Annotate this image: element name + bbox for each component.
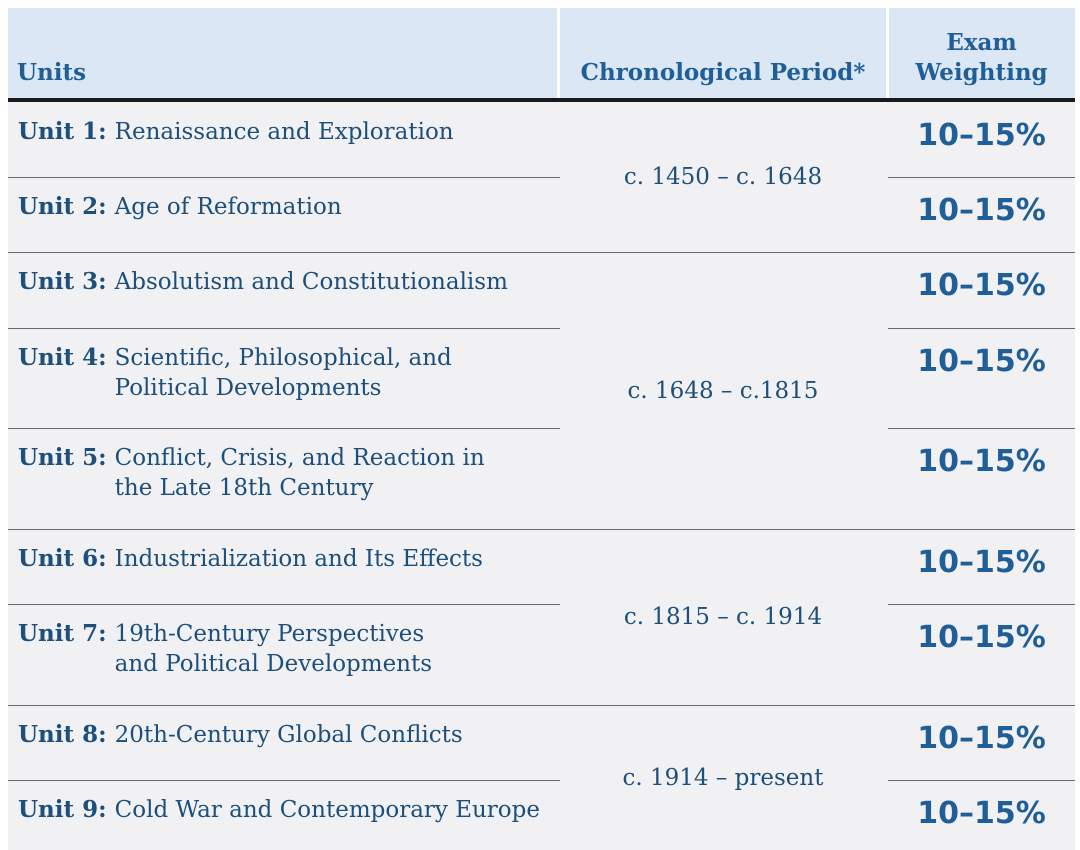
unit-cell: Unit 6: Industrialization and Its Effects [18, 529, 560, 604]
unit-label: Unit 5: [18, 444, 107, 471]
units-table: Units Chronological Period* Exam Weighti… [8, 8, 1075, 850]
exam-weighting-value: 10–15% [917, 545, 1046, 580]
row-divider [888, 428, 1075, 429]
unit-title: Cold War and Contemporary Europe [114, 797, 540, 823]
row-divider [8, 177, 560, 178]
unit-cell: Unit 5: Conflict, Crisis, and Reaction in… [18, 428, 560, 529]
table-row: Unit 5: Conflict, Crisis, and Reaction in… [8, 428, 560, 529]
table-header: Units Chronological Period* Exam Weighti… [8, 8, 1075, 98]
header-rule [8, 98, 1075, 102]
unit-label: Unit 4: [18, 344, 107, 371]
header-chronological-period: Chronological Period* [580, 59, 866, 86]
row-divider [8, 428, 560, 429]
unit-label: Unit 3: [18, 268, 107, 295]
table-row: Unit 2: Age of Reformation [8, 177, 560, 252]
exam-weighting-value: 10–15% [917, 193, 1046, 228]
table-row: Unit 7: 19th-Century Perspectives and Pol… [8, 604, 560, 705]
unit-label: Unit 1: [18, 118, 107, 145]
unit-cell: Unit 4: Scientific, Philosophical, and Po… [18, 328, 560, 428]
row-divider [8, 780, 560, 781]
unit-title: Absolutism and Constitutionalism [114, 269, 508, 295]
exam-weighting-value: 10–15% [917, 118, 1046, 153]
unit-cell: Unit 9: Cold War and Contemporary Europe [18, 780, 560, 850]
unit-label: Unit 6: [18, 545, 107, 572]
table-row: Unit 1: Renaissance and Exploration [8, 102, 560, 177]
exam-weighting-value: 10–15% [917, 721, 1046, 756]
table-row: Unit 3: Absolutism and Constitutionalism [8, 252, 560, 328]
table-row: Unit 4: Scientific, Philosophical, and Po… [8, 328, 560, 428]
row-divider [8, 529, 1075, 530]
exam-weighting-value: 10–15% [917, 620, 1046, 655]
chronological-period-cell: c. 1450 – c. 1648 [623, 164, 823, 190]
row-divider [888, 780, 1075, 781]
table-row: Unit 6: Industrialization and Its Effects [8, 529, 560, 604]
unit-cell: Unit 3: Absolutism and Constitutionalism [18, 252, 560, 328]
header-units: Units [17, 59, 87, 86]
unit-title: Industrialization and Its Effects [114, 546, 483, 572]
unit-cell: Unit 7: 19th-Century Perspectives and Pol… [18, 604, 560, 705]
unit-title: 20th-Century Global Conflicts [114, 722, 463, 748]
header-exam-weighting: Exam Weighting [915, 29, 1048, 86]
exam-weighting-value: 10–15% [917, 344, 1046, 379]
unit-title: Scientific, Philosophical, and Political… [114, 345, 452, 401]
row-divider [8, 604, 560, 605]
chronological-period-cell: c. 1914 – present [622, 764, 824, 791]
chronological-period-cell: c. 1815 – c. 1914 [623, 604, 823, 630]
unit-label: Unit 8: [18, 721, 107, 748]
unit-label: Unit 2: [18, 193, 107, 220]
unit-title: Conflict, Crisis, and Reaction in the La… [114, 445, 485, 501]
row-divider [8, 328, 560, 329]
row-divider [888, 177, 1075, 178]
exam-weighting-value: 10–15% [917, 796, 1046, 831]
unit-cell: Unit 2: Age of Reformation [18, 177, 560, 252]
row-divider [888, 328, 1075, 329]
unit-cell: Unit 1: Renaissance and Exploration [18, 102, 560, 177]
row-divider [8, 252, 1075, 253]
unit-title: Renaissance and Exploration [114, 119, 454, 145]
exam-weighting-value: 10–15% [917, 268, 1046, 303]
exam-weighting-value: 10–15% [917, 444, 1046, 479]
unit-title: 19th-Century Perspectives and Political … [114, 621, 433, 677]
unit-label: Unit 9: [18, 796, 107, 823]
table-row: Unit 8: 20th-Century Global Conflicts [8, 705, 560, 780]
table-row: Unit 9: Cold War and Contemporary Europe [8, 780, 560, 850]
chronological-period-cell: c. 1648 – c.1815 [627, 377, 819, 404]
header-divider [886, 8, 889, 98]
row-divider [8, 705, 1075, 706]
unit-label: Unit 7: [18, 620, 107, 647]
unit-cell: Unit 8: 20th-Century Global Conflicts [18, 705, 560, 780]
header-divider [557, 8, 560, 98]
unit-title: Age of Reformation [114, 194, 342, 220]
row-divider [888, 604, 1075, 605]
